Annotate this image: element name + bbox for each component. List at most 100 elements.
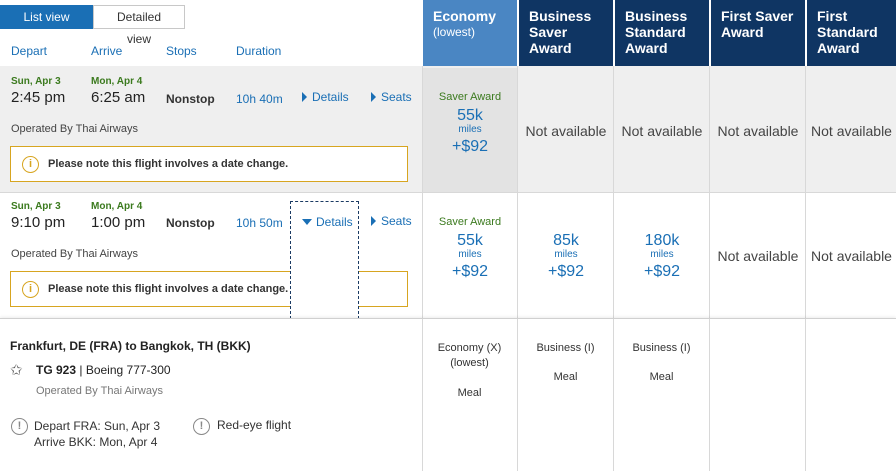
duration-value: 10h 50m <box>236 216 283 230</box>
details-expanded-tab[interactable]: Details <box>290 201 359 319</box>
column-divider <box>805 66 806 471</box>
cabin-class: Business (I) <box>632 342 691 354</box>
operated-by: Operated By Thai Airways <box>36 385 163 397</box>
alert-icon: ! <box>193 418 210 435</box>
fare-header-business-saver[interactable]: Business Saver Award <box>519 0 613 66</box>
fare-header-first-standard[interactable]: First Standard Award <box>807 0 896 66</box>
fare-header-first-saver[interactable]: First Saver Award <box>711 0 805 66</box>
miles-value: 180k <box>644 232 680 249</box>
arrive-date: Mon, Apr 4 <box>91 201 143 212</box>
column-divider <box>422 66 423 471</box>
star-alliance-icon: ✩ <box>10 362 23 379</box>
depart-date: Sun, Apr 3 <box>11 201 61 212</box>
stops-value: Nonstop <box>166 92 215 106</box>
column-divider <box>613 319 614 471</box>
arrive-time: 1:00 pm <box>91 214 146 231</box>
caret-right-icon <box>371 92 376 102</box>
row-divider <box>0 192 896 193</box>
info-warning-icon: i <box>22 280 39 298</box>
seats-link[interactable]: Seats <box>371 214 412 228</box>
depart-time: 2:45 pm <box>11 89 66 106</box>
sort-stops[interactable]: Stops <box>166 44 197 58</box>
details-link[interactable]: Details <box>302 215 353 229</box>
meal-label: Meal <box>553 371 578 383</box>
cabin-economy: Economy (X) (lowest) <box>422 341 517 371</box>
aircraft-type: | Boeing 777-300 <box>79 363 171 377</box>
fare-not-available: Not available <box>717 248 799 264</box>
fare-not-available: Not available <box>717 123 799 139</box>
date-change-notice: i Please note this flight involves a dat… <box>10 146 408 182</box>
price-value: +$92 <box>547 263 585 280</box>
red-eye-label: Red-eye flight <box>217 418 292 432</box>
alert-icon: ! <box>11 418 28 435</box>
route-title: Frankfurt, DE (FRA) to Bangkok, TH (BKK) <box>10 339 251 353</box>
column-divider <box>517 66 518 471</box>
fare-header-economy[interactable]: Economy (lowest) <box>423 0 517 66</box>
operated-by: Operated By Thai Airways <box>11 248 138 260</box>
column-divider <box>613 66 614 471</box>
miles-value: 55k <box>457 232 483 249</box>
column-divider <box>422 319 423 471</box>
details-label: Details <box>312 90 349 104</box>
flight-detail-panel <box>0 318 896 471</box>
fare-header-sub: (lowest) <box>433 25 476 39</box>
miles-unit: miles <box>650 249 674 260</box>
fare-not-available: Not available <box>621 123 703 139</box>
fare-economy[interactable]: Saver Award 55k miles +$92 <box>423 216 517 284</box>
fare-economy[interactable]: Saver Award 55k miles +$92 <box>423 91 517 159</box>
miles-unit: miles <box>458 249 482 260</box>
sort-depart[interactable]: Depart <box>11 44 48 58</box>
stops-value: Nonstop <box>166 216 215 230</box>
miles-unit: miles <box>458 124 482 135</box>
fare-not-available: Not available <box>525 123 607 139</box>
sort-duration[interactable]: Duration <box>236 44 282 58</box>
caret-right-icon <box>302 92 307 102</box>
duration-value: 10h 40m <box>236 92 283 106</box>
column-divider <box>517 319 518 471</box>
details-label: Details <box>316 215 353 229</box>
miles-value: 55k <box>457 107 483 124</box>
fare-not-available: Not available <box>811 248 892 264</box>
flight-number: TG 923 <box>36 363 77 377</box>
info-warning-icon: i <box>22 155 39 173</box>
depart-date: Sun, Apr 3 <box>11 76 61 87</box>
meal-label: Meal <box>457 387 482 399</box>
fare-business-saver[interactable]: 85k miles +$92 <box>519 232 613 284</box>
miles-value: 85k <box>553 232 579 249</box>
seats-link[interactable]: Seats <box>371 90 412 104</box>
view-toggle: List view Detailed view <box>0 5 185 46</box>
details-link[interactable]: Details <box>302 90 349 104</box>
arrive-time: 6:25 am <box>91 89 146 106</box>
notice-text: Please note this flight involves a date … <box>48 283 289 295</box>
flight-number-line: TG 923 | Boeing 777-300 <box>36 363 171 377</box>
depart-line: Depart FRA: Sun, Apr 3 <box>34 419 161 433</box>
price-value: +$92 <box>451 138 489 155</box>
fare-not-available: Not available <box>811 123 892 139</box>
caret-down-icon <box>302 219 312 225</box>
cabin-class: Economy (X) <box>437 342 502 354</box>
price-value: +$92 <box>451 263 489 280</box>
cabin-class-sub: (lowest) <box>450 357 489 369</box>
depart-arrive-info: Depart FRA: Sun, Apr 3 Arrive BKK: Mon, … <box>34 418 160 450</box>
saver-award-label: Saver Award <box>438 91 502 103</box>
list-view-button[interactable]: List view <box>0 5 93 29</box>
saver-award-label: Saver Award <box>438 216 502 228</box>
economy-cell-highlight <box>423 68 517 192</box>
seats-label: Seats <box>381 90 412 104</box>
column-divider <box>709 66 710 471</box>
seats-label: Seats <box>381 214 412 228</box>
caret-right-icon <box>371 216 376 226</box>
operated-by: Operated By Thai Airways <box>11 123 138 135</box>
price-value: +$92 <box>643 263 681 280</box>
column-divider <box>805 319 806 471</box>
column-divider <box>709 319 710 471</box>
detailed-view-button[interactable]: Detailed view <box>93 5 185 46</box>
depart-time: 9:10 pm <box>11 214 66 231</box>
sort-arrive[interactable]: Arrive <box>91 44 123 58</box>
arrive-date: Mon, Apr 4 <box>91 76 143 87</box>
arrive-line: Arrive BKK: Mon, Apr 4 <box>34 435 158 449</box>
fare-business-standard[interactable]: 180k miles +$92 <box>615 232 709 284</box>
meal-label: Meal <box>649 371 674 383</box>
fare-header-business-standard[interactable]: Business Standard Award <box>615 0 709 66</box>
cabin-class: Business (I) <box>536 342 595 354</box>
